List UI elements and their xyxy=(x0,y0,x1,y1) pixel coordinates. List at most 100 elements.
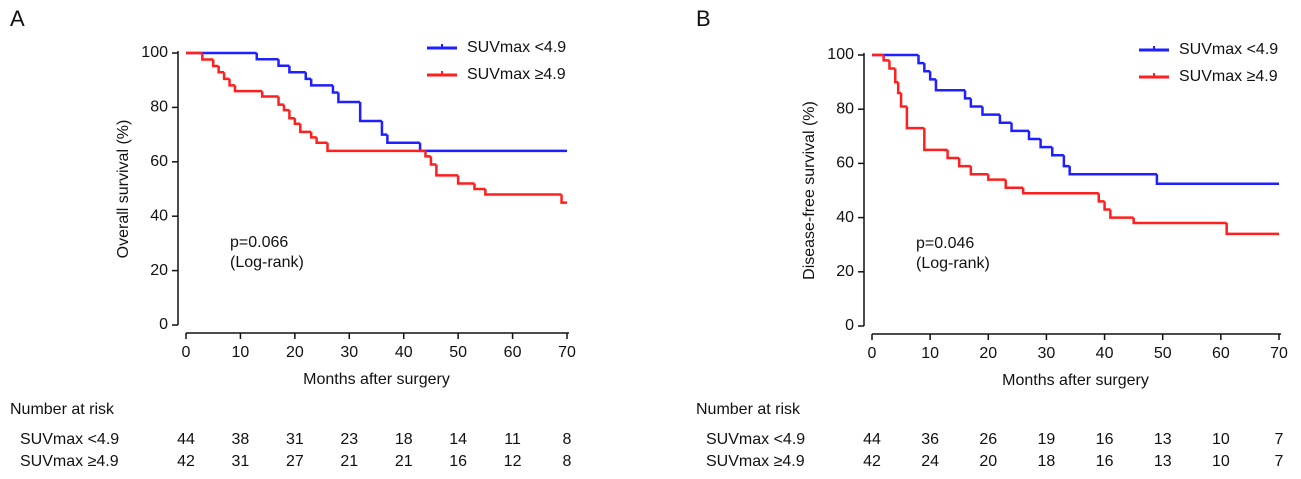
survival-step xyxy=(928,71,936,81)
survival-step xyxy=(1010,122,1029,133)
survival-step xyxy=(917,55,925,65)
survival-step xyxy=(923,63,931,73)
survival-step xyxy=(987,174,1006,181)
y-tick-label: 20 xyxy=(150,262,168,279)
risk-count: 24 xyxy=(921,453,939,470)
annotation: (Log-rank) xyxy=(916,255,990,272)
risk-count: 18 xyxy=(1038,453,1056,470)
x-tick-label: 40 xyxy=(395,344,413,361)
survival-step xyxy=(963,90,971,100)
y-tick-label: 40 xyxy=(836,209,854,226)
x-tick-label: 40 xyxy=(1096,345,1114,362)
risk-count: 16 xyxy=(449,453,467,470)
risk-count: 14 xyxy=(449,431,467,448)
survival-step xyxy=(309,78,333,87)
survival-step xyxy=(934,79,966,92)
risk-count: 7 xyxy=(1275,453,1284,470)
annotation: p=0.066 xyxy=(230,234,288,251)
panel-label: A xyxy=(10,6,25,31)
risk-title: Number at risk xyxy=(696,401,801,418)
survival-step xyxy=(1225,223,1279,236)
x-tick-label: 10 xyxy=(921,345,939,362)
survival-step xyxy=(905,106,925,130)
risk-row-label: SUVmax <4.9 xyxy=(20,431,119,448)
risk-row-label: SUVmax ≥4.9 xyxy=(20,453,119,470)
risk-count: 42 xyxy=(177,453,195,470)
panel-label: B xyxy=(696,6,711,31)
y-tick-label: 60 xyxy=(836,155,854,172)
survival-step xyxy=(1109,209,1134,219)
survival-step xyxy=(899,92,907,108)
risk-title: Number at risk xyxy=(10,401,115,418)
survival-step xyxy=(288,110,295,120)
risk-count: 44 xyxy=(863,431,881,448)
risk-count: 19 xyxy=(1038,431,1056,448)
survival-step xyxy=(429,156,437,166)
survival-step xyxy=(201,53,214,61)
survival-step xyxy=(277,96,284,106)
x-tick-label: 0 xyxy=(182,344,191,361)
survival-step xyxy=(882,55,890,62)
annotation: p=0.046 xyxy=(916,235,974,252)
risk-count: 12 xyxy=(504,453,522,470)
survival-step xyxy=(896,82,902,95)
survival-step xyxy=(293,118,301,125)
y-tick-label: 100 xyxy=(827,46,854,63)
y-tick-label: 0 xyxy=(159,316,168,333)
risk-count: 10 xyxy=(1212,453,1230,470)
survival-step xyxy=(473,183,486,191)
survival-step xyxy=(380,121,388,136)
survival-step xyxy=(358,101,382,123)
y-tick-label: 40 xyxy=(150,207,168,224)
survival-step xyxy=(456,175,475,185)
survival-step xyxy=(299,123,312,134)
risk-row-label: SUVmax <4.9 xyxy=(706,431,805,448)
x-axis-label: Months after surgery xyxy=(1002,372,1149,389)
survival-step xyxy=(888,60,896,70)
x-tick-label: 20 xyxy=(979,345,997,362)
legend-label: SUVmax ≥4.9 xyxy=(1179,68,1278,85)
survival-step xyxy=(484,189,562,196)
survival-step xyxy=(211,59,219,68)
survival-step xyxy=(946,149,960,160)
survival-step xyxy=(923,128,948,152)
axis xyxy=(863,53,1281,335)
survival-step xyxy=(418,142,567,153)
y-tick-label: 20 xyxy=(836,263,854,280)
x-tick-label: 70 xyxy=(558,344,576,361)
x-tick-label: 30 xyxy=(340,344,358,361)
y-tick-label: 80 xyxy=(836,100,854,117)
x-tick-label: 60 xyxy=(1212,345,1230,362)
survival-step xyxy=(233,85,263,93)
x-tick-label: 70 xyxy=(1270,345,1288,362)
risk-count: 10 xyxy=(1212,431,1230,448)
survival-step xyxy=(282,104,290,112)
legend-label: SUVmax ≥4.9 xyxy=(467,66,566,83)
legend-label: SUVmax <4.9 xyxy=(1179,41,1278,58)
x-axis-label: Months after surgery xyxy=(303,371,450,388)
risk-count: 42 xyxy=(863,453,881,470)
survival-step xyxy=(435,164,459,177)
survival-step xyxy=(1132,217,1227,225)
risk-count: 27 xyxy=(286,453,304,470)
survival-step xyxy=(1021,187,1099,195)
survival-step xyxy=(255,53,279,61)
survival-step xyxy=(260,91,279,98)
risk-count: 21 xyxy=(340,453,358,470)
risk-count: 36 xyxy=(921,431,939,448)
survival-step xyxy=(1027,130,1041,141)
survival-step xyxy=(1103,201,1111,211)
survival-step xyxy=(424,150,431,158)
survival-step xyxy=(222,72,230,81)
survival-step xyxy=(894,68,899,84)
risk-count: 16 xyxy=(1096,453,1114,470)
risk-count: 38 xyxy=(232,431,250,448)
survival-step xyxy=(309,131,317,139)
risk-count: 20 xyxy=(979,453,997,470)
survival-step xyxy=(315,137,328,145)
survival-step xyxy=(969,166,989,176)
survival-step xyxy=(1068,166,1157,176)
risk-count: 26 xyxy=(979,431,997,448)
survival-step xyxy=(277,59,290,68)
